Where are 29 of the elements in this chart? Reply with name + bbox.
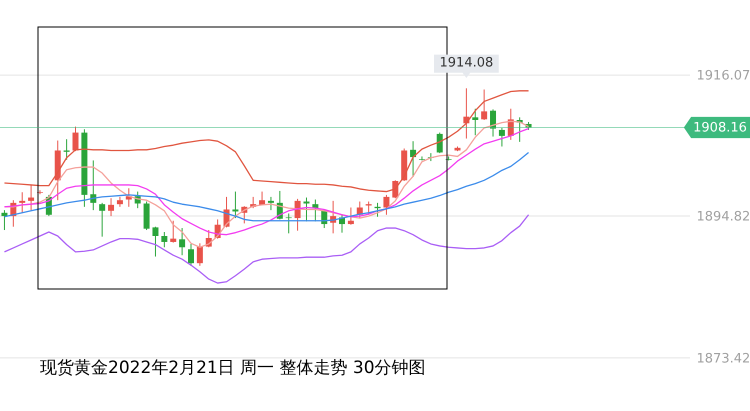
candlestick bbox=[232, 191, 238, 219]
candlestick bbox=[99, 202, 106, 238]
candlestick bbox=[116, 196, 123, 208]
candlestick bbox=[268, 196, 274, 211]
candlestick bbox=[108, 198, 114, 217]
candlestick bbox=[188, 243, 194, 266]
candlestick bbox=[179, 228, 186, 256]
annotation: 1914.08 bbox=[439, 55, 494, 70]
candlestick bbox=[348, 206, 354, 226]
y-tick-label: 1916.07 bbox=[696, 68, 750, 84]
line-series bbox=[4, 214, 530, 284]
y-tick-label: 1894.82 bbox=[696, 209, 750, 224]
candlestick bbox=[498, 127, 505, 147]
candlestick bbox=[170, 220, 176, 244]
candlestick bbox=[383, 194, 390, 216]
candlestick bbox=[303, 197, 310, 222]
ref-line-label: 1908.16 bbox=[693, 120, 747, 136]
candlestick bbox=[472, 108, 478, 136]
candlestick bbox=[312, 199, 318, 222]
candlestick bbox=[64, 138, 70, 160]
candlestick bbox=[72, 126, 79, 152]
text: 现货黄金2022年2月21日 周一 整体走势 30分钟图 bbox=[40, 358, 426, 378]
candlestick bbox=[161, 232, 168, 248]
y-tick-label: 1873.42 bbox=[696, 351, 750, 366]
candlestick bbox=[152, 226, 158, 258]
candlestick bbox=[19, 192, 26, 214]
candlestick bbox=[196, 242, 203, 266]
candlestick bbox=[490, 108, 496, 138]
candlestick bbox=[436, 132, 443, 154]
